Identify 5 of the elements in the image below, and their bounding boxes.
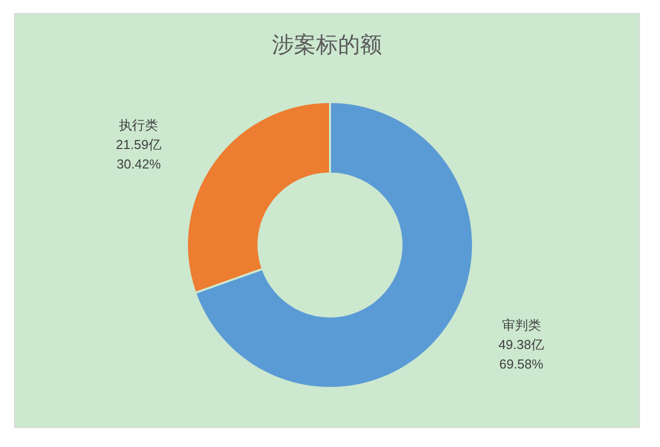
slice-label: 审判类 [502, 317, 541, 332]
slice-label: 执行类 [119, 118, 158, 133]
data-label: 49.38亿 69.58% [498, 336, 544, 372]
chart-title: 涉案标的额 [272, 32, 382, 57]
data-label: 21.59亿 30.42% [116, 137, 162, 172]
